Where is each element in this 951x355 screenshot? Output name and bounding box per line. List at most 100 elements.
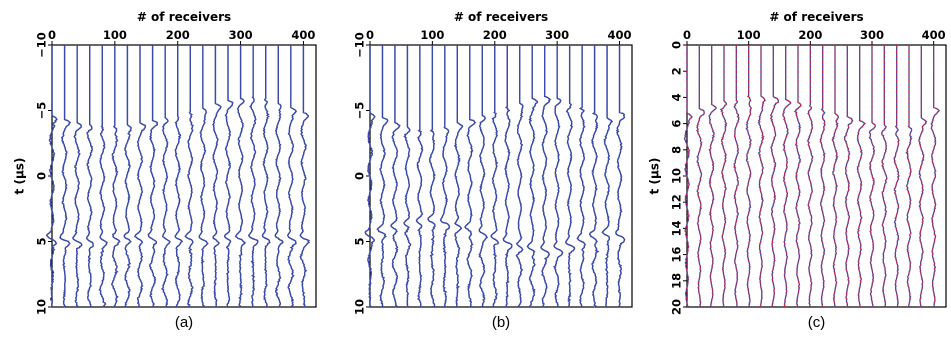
seismic-trace bbox=[794, 45, 802, 308]
panel-b: # of receivers 0 100 200 300 400 −10 −5 0 5 10 (b) bbox=[353, 10, 633, 331]
seismic-trace bbox=[589, 45, 600, 308]
seismic-trace bbox=[490, 45, 499, 308]
seismic-trace bbox=[868, 45, 876, 308]
seismic-trace bbox=[831, 45, 839, 308]
x-tick-label: 400 bbox=[922, 28, 946, 42]
x-tick-label: 0 bbox=[48, 28, 56, 42]
seismic-trace bbox=[576, 45, 587, 308]
panel-caption: (a) bbox=[175, 314, 193, 331]
x-tick-label: 100 bbox=[737, 28, 761, 42]
y-tick-label: 5 bbox=[35, 237, 49, 245]
seismic-trace bbox=[502, 45, 513, 308]
x-axis-title: # of receivers bbox=[137, 10, 231, 24]
seismic-trace bbox=[376, 45, 389, 308]
seismic-trace bbox=[427, 45, 436, 308]
seismic-trace bbox=[478, 45, 488, 308]
seismic-trace bbox=[111, 45, 121, 308]
seismic-trace bbox=[930, 45, 940, 308]
seismic-trace bbox=[696, 45, 705, 308]
y-tick-label: 6 bbox=[670, 120, 684, 128]
x-tick-label: 300 bbox=[860, 28, 884, 42]
seismic-trace bbox=[274, 45, 284, 308]
seismic-trace bbox=[299, 45, 310, 308]
seismic-trace bbox=[733, 45, 740, 308]
seismic-trace bbox=[601, 45, 614, 308]
x-tick-label: 400 bbox=[608, 28, 632, 42]
seismic-trace bbox=[565, 45, 576, 308]
seismic-trace bbox=[364, 45, 376, 308]
seismic-trace bbox=[212, 45, 222, 308]
y-tick-label: 12 bbox=[670, 194, 684, 210]
seismic-trace bbox=[540, 45, 552, 308]
seismic-trace bbox=[464, 45, 476, 308]
seismic-trace bbox=[819, 45, 826, 308]
y-tick-label: 14 bbox=[670, 220, 684, 236]
seismic-trace bbox=[615, 45, 626, 308]
seismic-trace bbox=[893, 45, 900, 308]
panel-caption: (c) bbox=[808, 314, 826, 331]
seismic-trace bbox=[287, 45, 297, 308]
x-tick-label: 100 bbox=[103, 28, 127, 42]
seismic-trace bbox=[843, 45, 854, 308]
y-tick-label: −5 bbox=[35, 102, 49, 120]
seismic-trace bbox=[390, 45, 401, 308]
seismic-trace bbox=[403, 45, 412, 308]
seismic-trace bbox=[893, 45, 900, 308]
seismic-trace bbox=[708, 45, 717, 308]
seismic-trace bbox=[134, 45, 147, 308]
y-tick-label: 8 bbox=[670, 146, 684, 154]
y-tick-label: 18 bbox=[670, 273, 684, 289]
panel-c: # of receivers 0 100 200 300 400 0 2 4 6 8 10 12 14 16… bbox=[648, 10, 947, 331]
seismic-trace bbox=[552, 45, 564, 308]
x-tick-label: 300 bbox=[229, 28, 253, 42]
seismic-trace bbox=[807, 45, 814, 308]
seismic-trace bbox=[782, 45, 792, 308]
seismic-trace bbox=[719, 45, 728, 308]
y-tick-label: 10 bbox=[353, 299, 367, 315]
seismic-trace bbox=[478, 45, 488, 308]
seismic-trace bbox=[719, 45, 728, 308]
x-tick-label: 200 bbox=[798, 28, 822, 42]
seismic-trace bbox=[198, 45, 209, 308]
x-axis-title: # of receivers bbox=[769, 10, 863, 24]
y-tick-label: 0 bbox=[670, 41, 684, 49]
seismic-trace bbox=[72, 45, 83, 308]
seismic-trace bbox=[45, 45, 58, 308]
seismic-trace bbox=[147, 45, 159, 308]
x-tick-label: 300 bbox=[545, 28, 569, 42]
x-tick-label: 0 bbox=[683, 28, 691, 42]
seismic-trace bbox=[881, 45, 888, 308]
y-tick-label: −10 bbox=[353, 32, 367, 58]
y-tick-label: 0 bbox=[353, 172, 367, 180]
y-tick-label: 2 bbox=[670, 67, 684, 75]
seismic-trace bbox=[881, 45, 888, 308]
y-tick-label: 20 bbox=[670, 299, 684, 315]
x-tick-label: 0 bbox=[366, 28, 374, 42]
seismic-trace bbox=[745, 45, 752, 308]
y-axis-title: t (μs) bbox=[13, 158, 27, 195]
seismic-trace bbox=[905, 45, 913, 308]
x-axis-title: # of receivers bbox=[454, 10, 548, 24]
seismic-trace bbox=[123, 45, 132, 308]
seismic-trace bbox=[98, 45, 108, 308]
seismic-trace bbox=[261, 45, 271, 308]
seismic-trace bbox=[515, 45, 524, 308]
y-tick-label: −10 bbox=[35, 32, 49, 58]
y-axis-title: t (μs) bbox=[648, 158, 662, 195]
y-tick-label: −5 bbox=[353, 102, 367, 120]
y-tick-label: 16 bbox=[670, 247, 684, 263]
seismic-trace bbox=[59, 45, 72, 308]
seismic-trace bbox=[918, 45, 928, 308]
plot-frame bbox=[686, 44, 947, 308]
seismic-trace bbox=[782, 45, 792, 308]
seismic-trace bbox=[234, 45, 246, 308]
seismic-trace bbox=[683, 45, 693, 308]
seismic-trace bbox=[415, 45, 424, 308]
seismic-trace bbox=[757, 45, 766, 308]
seismic-trace bbox=[174, 45, 184, 308]
seismic-trace bbox=[769, 45, 780, 308]
panel-caption: (b) bbox=[492, 314, 510, 331]
panel-a: # of receivers 0 100 200 300 400 −10 −5 0 5 10 t (μ… bbox=[13, 10, 317, 331]
seismic-trace bbox=[223, 45, 234, 308]
